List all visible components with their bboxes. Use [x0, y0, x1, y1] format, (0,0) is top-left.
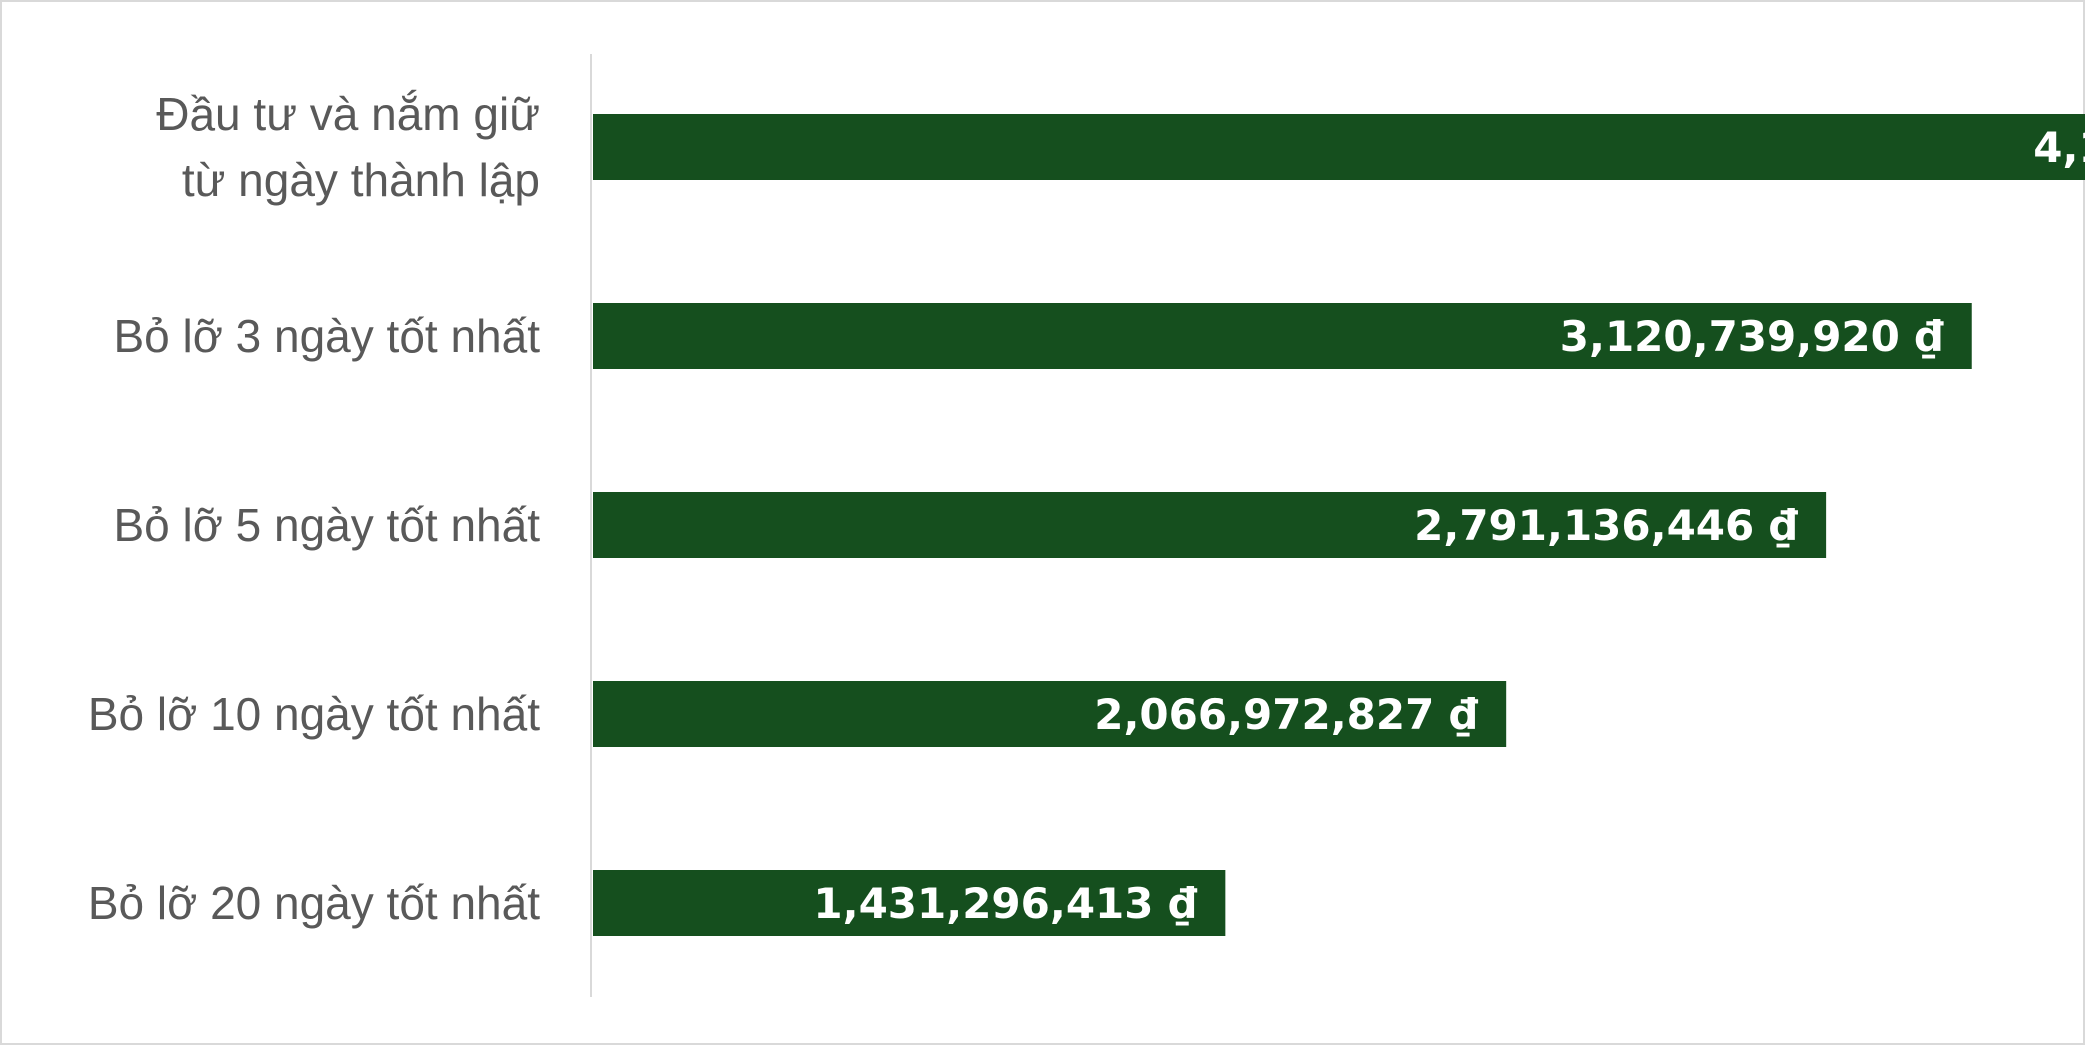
category-label-2: Bỏ lỡ 5 ngày tốt nhất [113, 499, 540, 551]
bar-4 [593, 870, 1226, 936]
category-label-1: Bỏ lỡ 3 ngày tốt nhất [113, 310, 540, 362]
category-label-3: Bỏ lỡ 10 ngày tốt nhất [88, 688, 540, 740]
bar-group [593, 114, 2085, 936]
bar-2 [593, 492, 1827, 558]
data-label-4: 1,431,296,413 ₫ [813, 879, 1198, 928]
data-label-1: 3,120,739,920 ₫ [1560, 312, 1945, 361]
data-label-3: 2,066,972,827 ₫ [1094, 690, 1479, 739]
category-label-0: Đầu tư và nắm giữ từ ngày thành lập [156, 88, 540, 206]
bar-1 [593, 303, 1972, 369]
data-label-0: 4,192,469,000 ₫ [2033, 123, 2085, 172]
data-label-2: 2,791,136,446 ₫ [1414, 501, 1799, 550]
bar-3 [593, 681, 1507, 747]
category-label-4: Bỏ lỡ 20 ngày tốt nhất [88, 877, 540, 929]
value-labels: 4,192,469,000 ₫ 3,120,739,920 ₫ 2,791,136,… [813, 123, 2085, 928]
category-labels: Đầu tư và nắm giữ từ ngày thành lập Bỏ lỡ … [88, 88, 540, 929]
bar-0 [593, 114, 2085, 180]
